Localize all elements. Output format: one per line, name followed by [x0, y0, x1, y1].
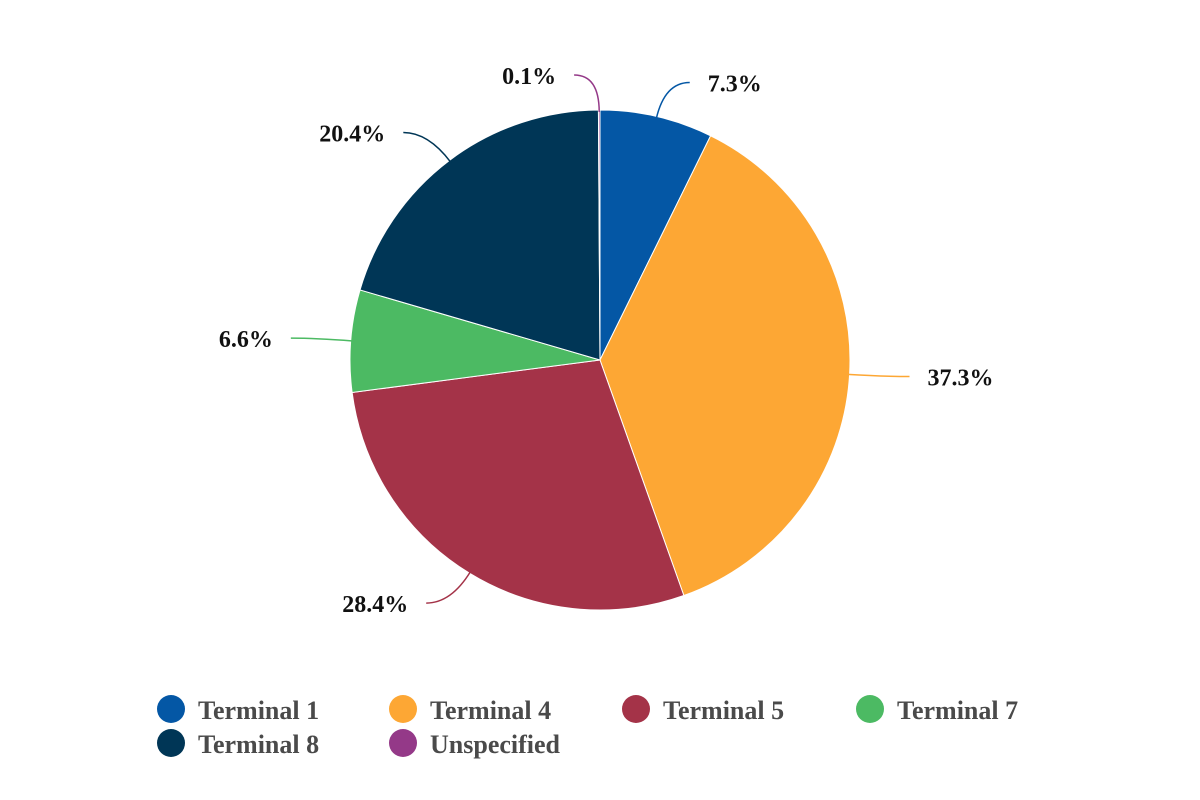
leader-line-terminal-4: [847, 373, 910, 378]
percentage-labels: 7.3% 37.3% 28.4% 6.6% 20.4% 0.1%: [219, 64, 994, 618]
legend-item-terminal-5[interactable]: Terminal 5: [622, 695, 784, 725]
legend-label-terminal-4: Terminal 4: [430, 696, 551, 725]
legend-item-unspecified[interactable]: Unspecified: [389, 729, 561, 759]
legend-label-terminal-5: Terminal 5: [663, 696, 784, 725]
leader-line-terminal-5: [426, 571, 472, 604]
legend-item-terminal-8[interactable]: Terminal 8: [157, 729, 319, 759]
legend-marker-terminal-4: [389, 695, 417, 723]
legend-label-terminal-1: Terminal 1: [198, 696, 319, 725]
legend-marker-terminal-8: [157, 729, 185, 757]
leader-line-terminal-7: [290, 337, 353, 342]
data-label-terminal-7: 6.6%: [219, 327, 273, 353]
pie-slices: [349, 109, 851, 611]
legend-label-terminal-7: Terminal 7: [897, 696, 1018, 725]
leader-line-terminal-1: [655, 81, 690, 119]
data-label-terminal-4: 37.3%: [928, 366, 994, 392]
legend-marker-unspecified: [389, 729, 417, 757]
leader-line-unspecified: [574, 74, 600, 113]
data-label-terminal-8: 20.4%: [319, 122, 385, 148]
data-label-terminal-5: 28.4%: [342, 592, 408, 618]
legend-marker-terminal-7: [856, 695, 884, 723]
leader-lines: [290, 74, 910, 604]
legend-marker-terminal-1: [157, 695, 185, 723]
data-label-unspecified: 0.1%: [502, 64, 556, 90]
leader-line-terminal-8: [403, 131, 452, 163]
legend-item-terminal-1[interactable]: Terminal 1: [157, 695, 319, 725]
legend-label-terminal-8: Terminal 8: [198, 730, 319, 759]
legend-item-terminal-7[interactable]: Terminal 7: [856, 695, 1018, 725]
data-label-terminal-1: 7.3%: [708, 71, 762, 97]
legend-label-unspecified: Unspecified: [430, 730, 561, 759]
legend-item-terminal-4[interactable]: Terminal 4: [389, 695, 551, 725]
legend-marker-terminal-5: [622, 695, 650, 723]
legend: Terminal 1 Terminal 4 Terminal 5 Terminal 7…: [157, 695, 1018, 759]
